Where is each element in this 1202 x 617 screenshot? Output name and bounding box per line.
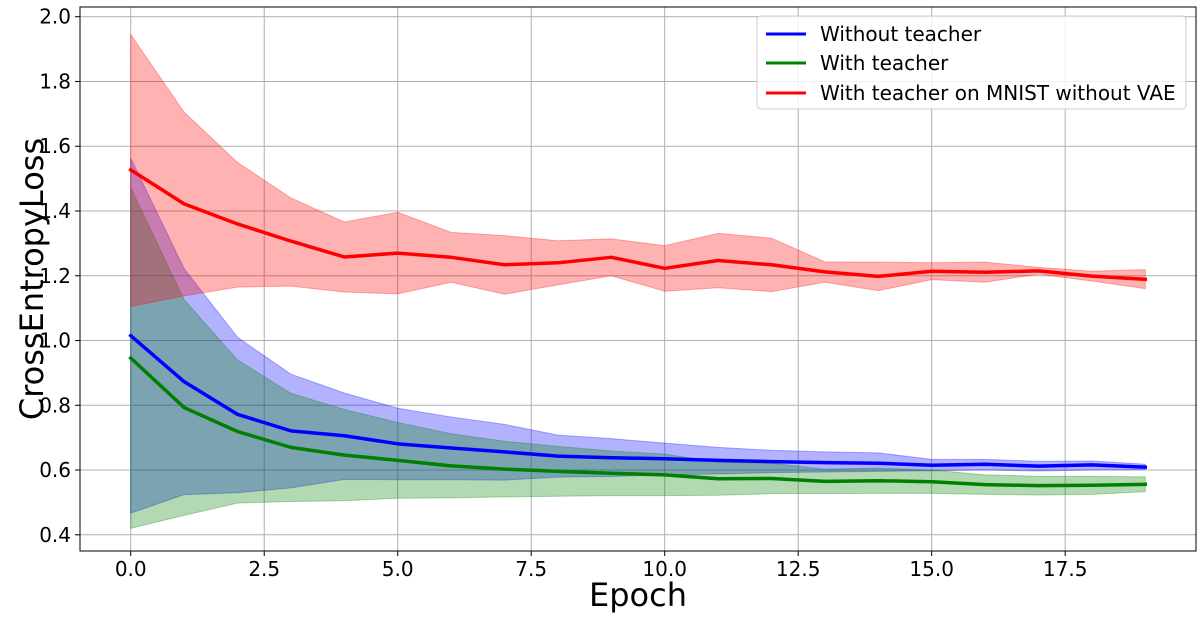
x-axis-label: Epoch xyxy=(589,576,687,614)
y-axis-ticks: 0.4 0.6 0.8 1.0 1.2 1.4 1.6 1.8 2.0 xyxy=(39,5,80,547)
line-without-teacher xyxy=(128,333,1148,469)
x-tick-label: 2.5 xyxy=(248,557,280,581)
y-tick-label: 1.8 xyxy=(39,69,71,93)
line-with-teacher-on-mnist-without-vae xyxy=(128,167,1148,282)
plot-frame xyxy=(79,6,1197,552)
band-without-teacher xyxy=(130,158,1146,514)
x-axis-ticks: 0.0 2.5 5.0 7.5 10.0 12.5 15.0 17.5 xyxy=(115,551,1088,581)
legend-label-with-teacher-mnist: With teacher on MNIST without VAE xyxy=(820,81,1176,105)
line-with-teacher xyxy=(128,355,1148,488)
band-with-teacher-on-mnist-without-vae xyxy=(130,32,1146,308)
y-tick-label: 1.2 xyxy=(39,264,71,288)
x-tick-label: 15.0 xyxy=(909,557,954,581)
x-tick-label: 7.5 xyxy=(515,557,547,581)
x-tick-label: 12.5 xyxy=(776,557,821,581)
y-tick-label: 1.4 xyxy=(39,199,71,223)
legend: Without teacher With teacher With teache… xyxy=(756,15,1187,110)
x-tick-label: 17.5 xyxy=(1043,557,1088,581)
legend-box xyxy=(756,15,1187,110)
legend-label-with-teacher: With teacher xyxy=(820,51,949,75)
legend-label-without-teacher: Without teacher xyxy=(820,22,982,46)
y-tick-label: 0.4 xyxy=(39,523,71,547)
x-tick-label: 0.0 xyxy=(115,557,147,581)
y-tick-label: 1.6 xyxy=(39,134,71,158)
y-tick-label: 0.8 xyxy=(39,393,71,417)
x-tick-label: 10.0 xyxy=(642,557,687,581)
y-tick-label: 2.0 xyxy=(39,5,71,29)
series-lines xyxy=(128,167,1148,488)
y-axis-label: CrossEntropyLoss xyxy=(13,138,51,420)
x-tick-label: 5.0 xyxy=(382,557,414,581)
y-tick-label: 0.6 xyxy=(39,458,71,482)
y-tick-label: 1.0 xyxy=(39,329,71,353)
